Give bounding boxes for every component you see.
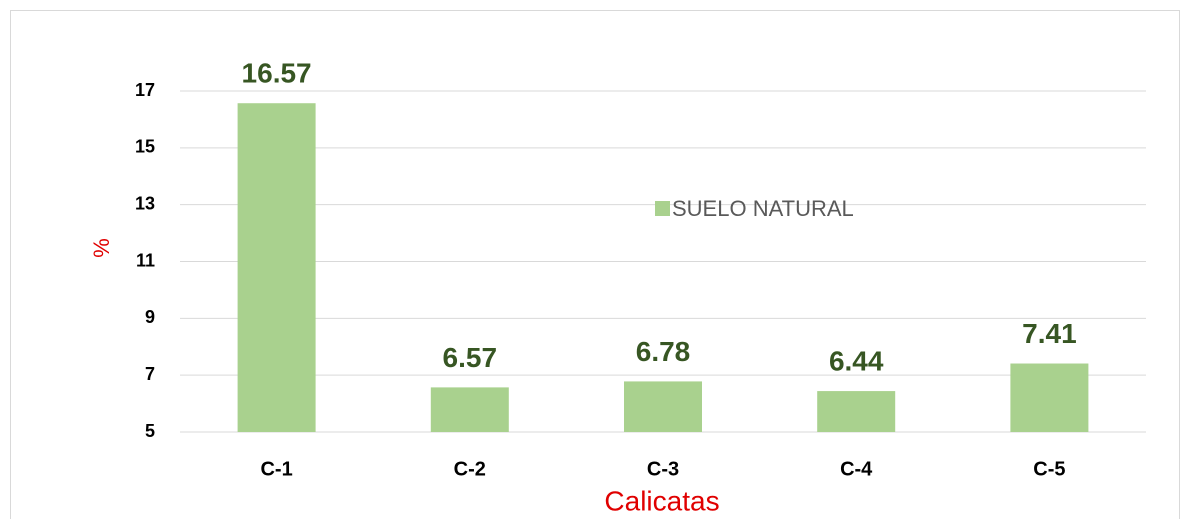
value-label: 16.57 <box>242 58 312 89</box>
x-axis-label: Calicatas <box>604 485 719 516</box>
y-axis-label: % <box>89 238 114 258</box>
y-tick-label: 9 <box>145 307 155 327</box>
x-tick-label: C-4 <box>840 458 873 480</box>
y-tick-label: 11 <box>136 250 155 270</box>
value-label: 6.78 <box>636 336 691 367</box>
x-tick-label: C-1 <box>260 458 292 480</box>
bar <box>430 387 509 432</box>
bar <box>624 381 702 432</box>
value-label: 6.44 <box>829 345 884 376</box>
x-tick-label: C-2 <box>454 458 486 480</box>
y-tick-label: 5 <box>145 421 155 441</box>
legend-swatch <box>655 201 670 216</box>
y-tick-label: 7 <box>145 364 155 384</box>
y-tick-label: 15 <box>135 137 155 157</box>
y-tick-label: 17 <box>135 80 155 100</box>
legend-label: SUELO NATURAL <box>672 196 854 221</box>
x-tick-label: C-5 <box>1033 458 1065 480</box>
chart-frame <box>10 10 1180 521</box>
value-label: 6.57 <box>443 342 498 373</box>
y-tick-label: 13 <box>135 193 155 213</box>
bar <box>1010 363 1089 432</box>
value-label: 7.41 <box>1022 318 1077 349</box>
bar <box>817 391 896 432</box>
x-tick-label: C-3 <box>647 458 679 480</box>
bar <box>237 103 316 432</box>
